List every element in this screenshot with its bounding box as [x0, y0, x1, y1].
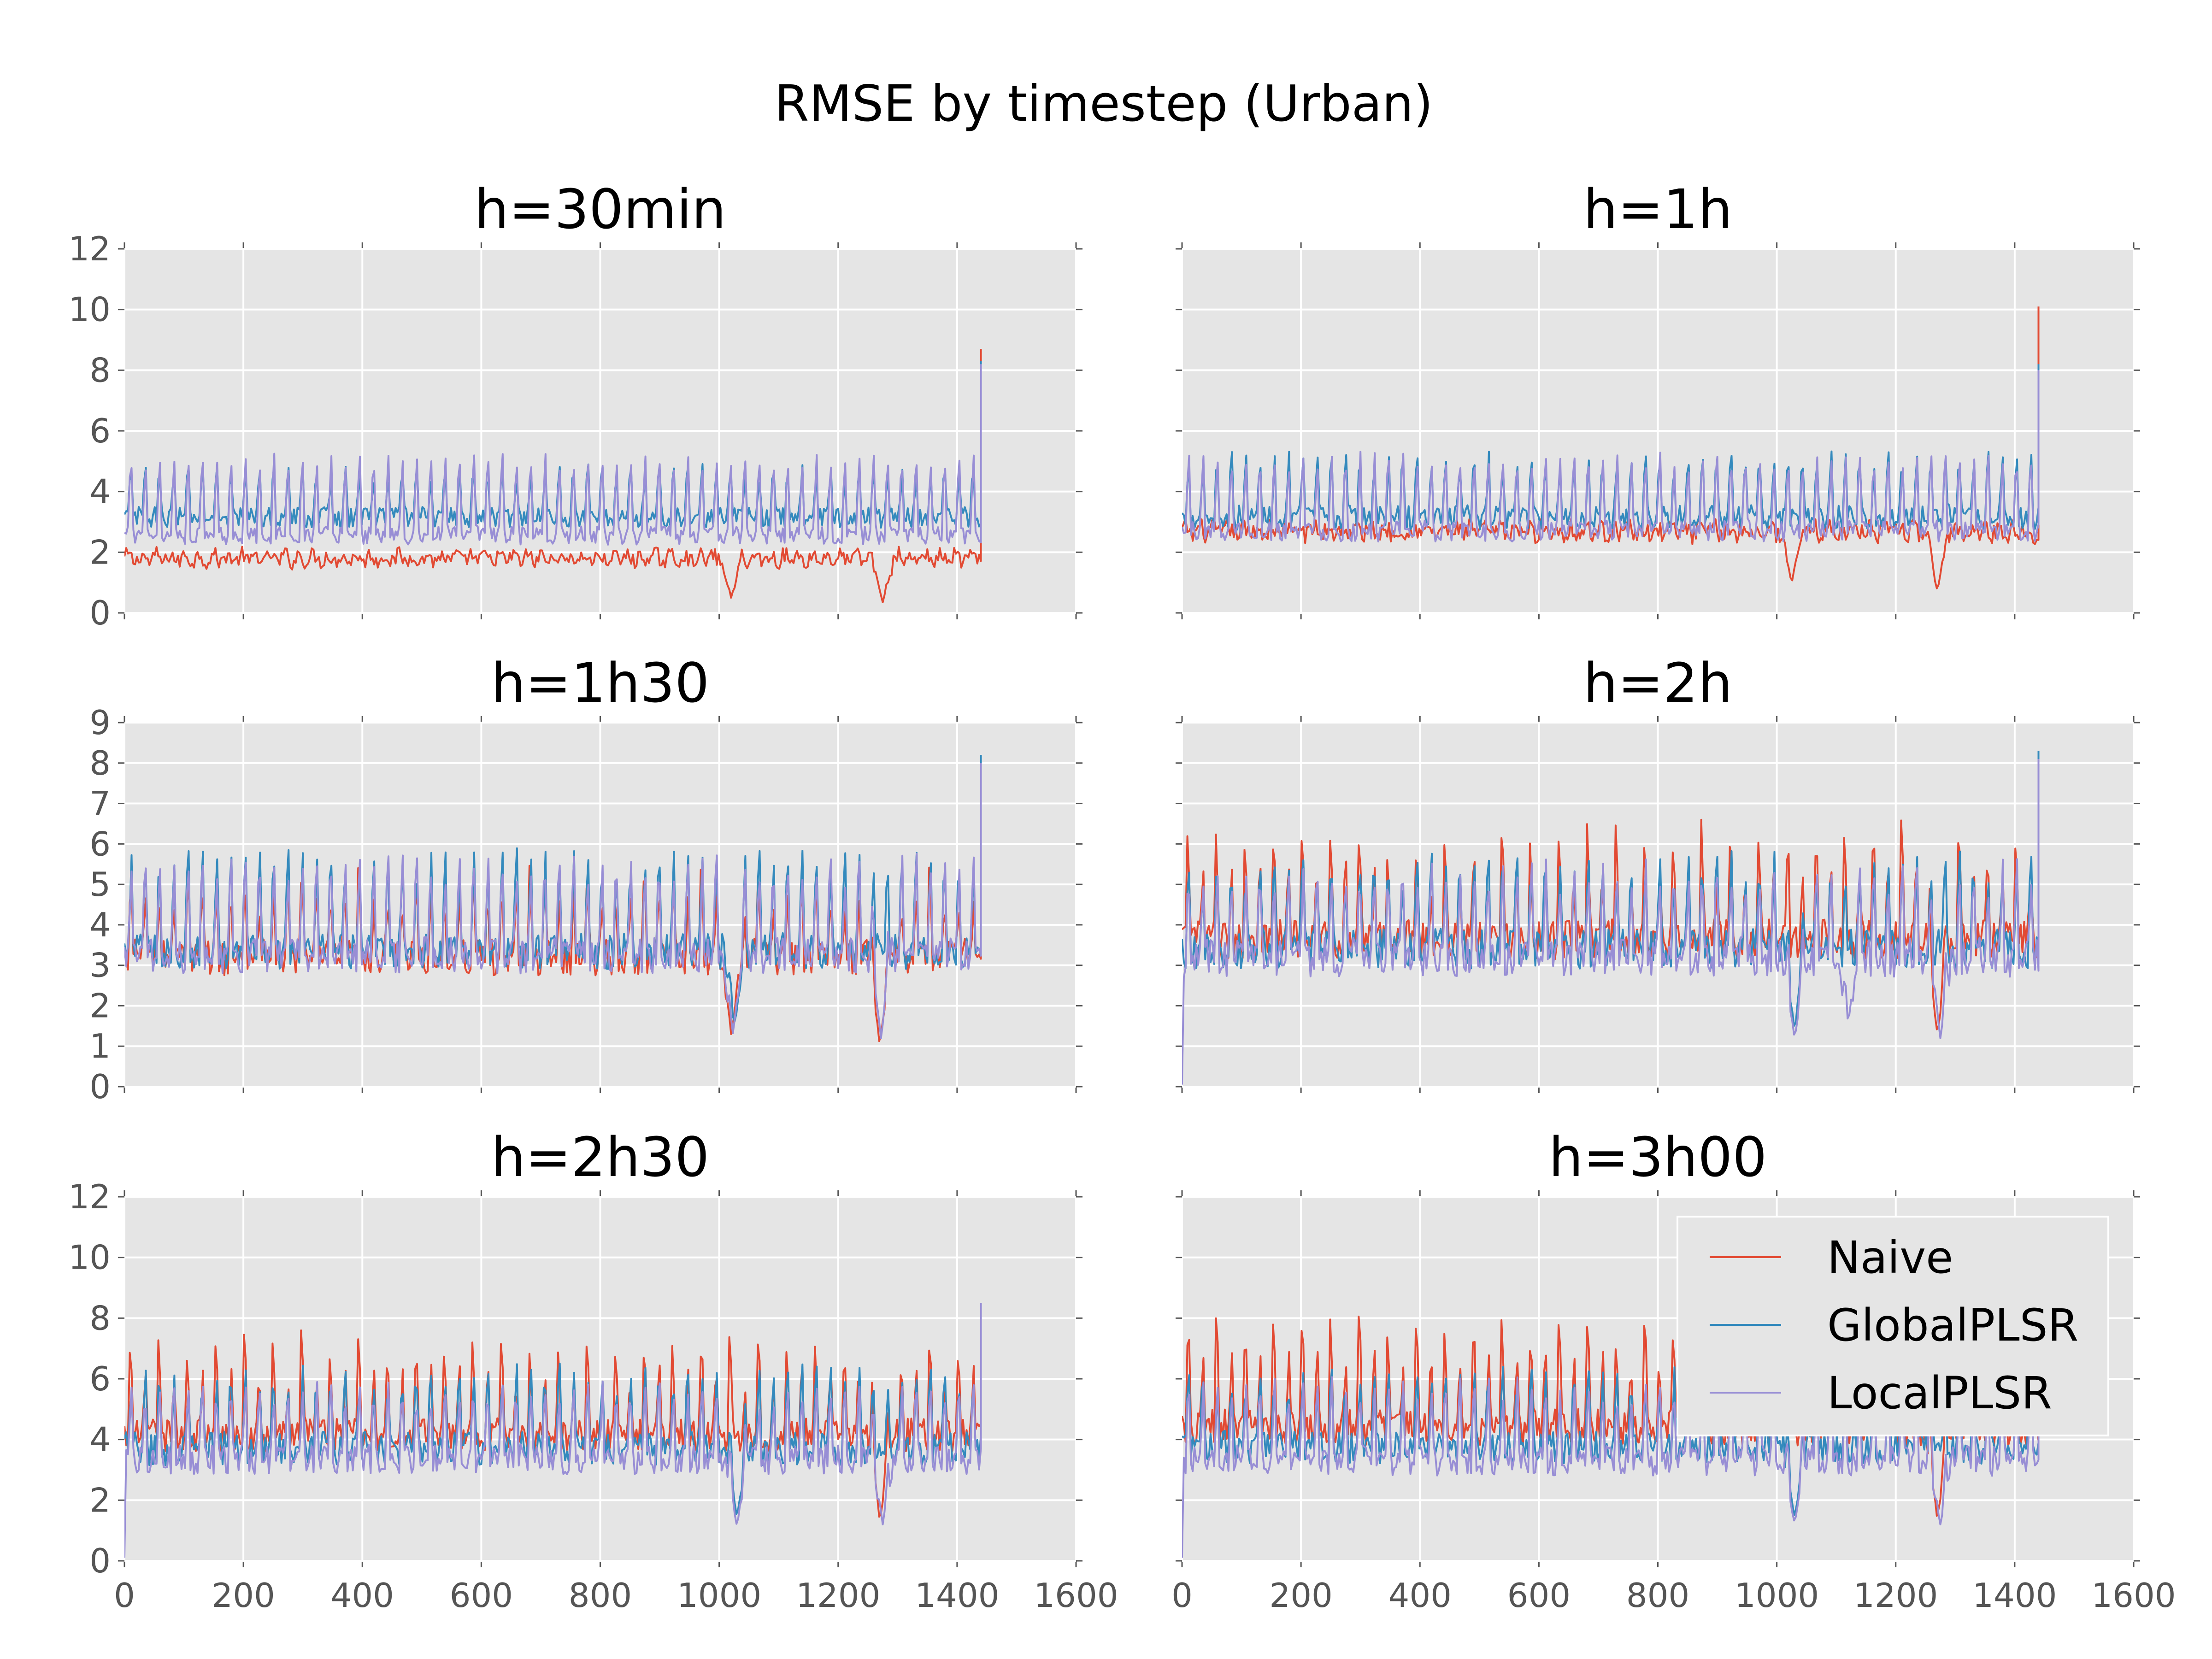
- series-line-localplsr: [1182, 370, 2040, 543]
- y-tick-label: 4: [89, 1420, 111, 1459]
- series-group: [1182, 751, 2040, 1085]
- x-tick-label: 1200: [1853, 1576, 1938, 1615]
- x-tick-label: 0: [114, 1576, 135, 1615]
- x-tick-label: 600: [1507, 1576, 1571, 1615]
- y-tick-label: 8: [89, 1299, 111, 1337]
- y-tick-label: 4: [89, 472, 111, 511]
- series-line-localplsr: [124, 364, 982, 546]
- x-tick-label: 400: [331, 1576, 394, 1615]
- series-group: [124, 1303, 982, 1558]
- series-group: [124, 755, 982, 1042]
- x-tick-label: 1200: [796, 1576, 880, 1615]
- y-tick-label: 1: [89, 1027, 111, 1065]
- legend-label-naive: Naive: [1827, 1232, 1953, 1283]
- y-tick-label: 6: [89, 1359, 111, 1398]
- y-tick-label: 12: [68, 229, 111, 268]
- panel-title: h=30min: [474, 177, 726, 241]
- x-tick-label: 0: [1171, 1576, 1193, 1615]
- series-line-localplsr: [124, 1303, 982, 1558]
- y-tick-label: 2: [89, 1481, 111, 1519]
- y-tick-label: 10: [68, 290, 111, 329]
- y-tick-label: 3: [89, 946, 111, 985]
- panel-2: h=1h: [1176, 177, 2140, 619]
- series-line-localplsr: [1182, 759, 2040, 1085]
- series-group: [124, 349, 982, 603]
- x-tick-label: 200: [212, 1576, 275, 1615]
- x-tick-label: 1000: [677, 1576, 761, 1615]
- series-line-naive: [124, 349, 982, 603]
- panel-title: h=1h: [1583, 177, 1733, 241]
- y-tick-label: 2: [89, 986, 111, 1025]
- y-tick-label: 7: [89, 784, 111, 823]
- y-tick-label: 10: [68, 1238, 111, 1277]
- y-tick-label: 6: [89, 824, 111, 863]
- y-tick-label: 9: [89, 703, 111, 742]
- panel-5: 0 200 400 600 800 1000 1200 1400 1600 0 2 4 6 8 10 12 h=…: [68, 1125, 1118, 1615]
- x-tick-label: 1000: [1735, 1576, 1819, 1615]
- y-tick-label: 0: [89, 1067, 111, 1106]
- y-tick-label: 2: [89, 533, 111, 571]
- series-group: [1182, 1303, 2040, 1558]
- x-tick-label: 1400: [1972, 1576, 2057, 1615]
- legend: Naive GlobalPLSR LocalPLSR: [1677, 1216, 2109, 1436]
- x-tick-label: 1600: [1034, 1576, 1118, 1615]
- series-line-naive: [124, 1303, 982, 1518]
- panel-title: h=2h: [1583, 651, 1733, 715]
- y-tick-label: 4: [89, 906, 111, 944]
- panel-title: h=1h30: [491, 651, 710, 715]
- x-tick-label: 600: [450, 1576, 513, 1615]
- series-line-globalplsr: [124, 361, 982, 529]
- figure-title: RMSE by timestep (Urban): [775, 75, 1433, 133]
- panel-title: h=2h30: [491, 1125, 710, 1189]
- y-tick-label: 6: [89, 412, 111, 450]
- panel-title: h=3h00: [1549, 1125, 1767, 1189]
- legend-label-globalplsr: GlobalPLSR: [1827, 1300, 2078, 1351]
- series-line-localplsr: [1182, 1303, 2040, 1558]
- series-line-localplsr: [124, 763, 982, 1039]
- panel-4: h=2h: [1176, 651, 2140, 1093]
- legend-box: [1677, 1216, 2109, 1436]
- x-tick-label: 1400: [915, 1576, 999, 1615]
- y-tick-label: 0: [89, 1541, 111, 1580]
- x-tick-label: 800: [569, 1576, 632, 1615]
- x-tick-label: 200: [1269, 1576, 1332, 1615]
- panel-1: 0 2 4 6 8 10 12 h=30min: [68, 177, 1082, 632]
- series-line-naive: [1182, 1303, 2040, 1517]
- series-group: [1182, 306, 2040, 589]
- y-tick-label: 8: [89, 744, 111, 782]
- x-tick-label: 800: [1626, 1576, 1689, 1615]
- y-tick-label: 8: [89, 351, 111, 389]
- x-tick-label: 400: [1388, 1576, 1452, 1615]
- legend-label-localplsr: LocalPLSR: [1827, 1367, 2052, 1419]
- y-tick-label: 0: [89, 594, 111, 632]
- x-tick-label: 1600: [2091, 1576, 2176, 1615]
- y-tick-label: 12: [68, 1177, 111, 1216]
- y-tick-label: 5: [89, 865, 111, 904]
